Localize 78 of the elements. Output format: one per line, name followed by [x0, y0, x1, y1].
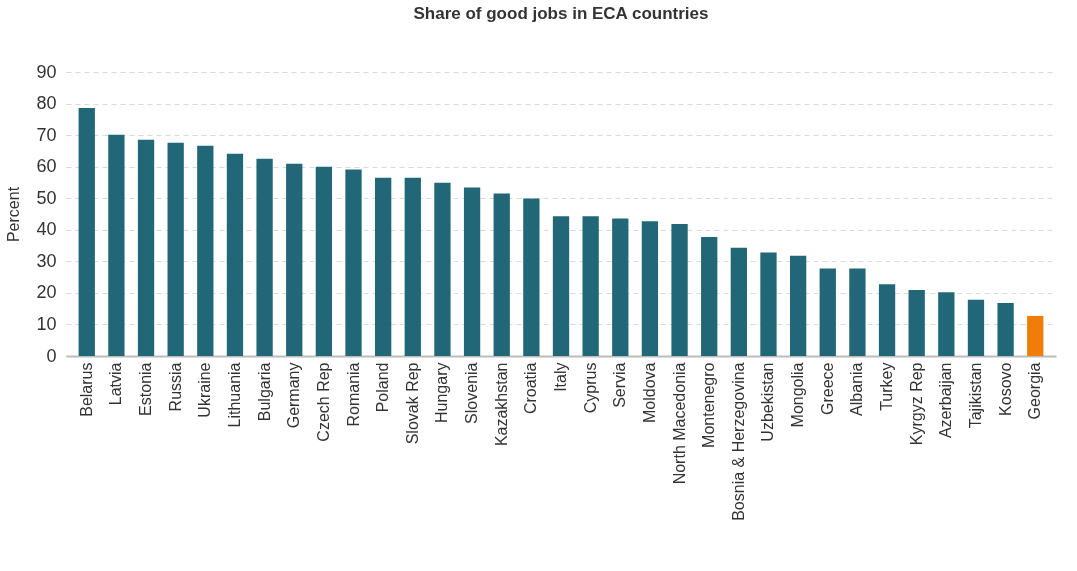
- chart-title: Share of good jobs in ECA countries: [413, 4, 709, 23]
- bar: [1027, 315, 1044, 356]
- x-tick-label: Servia: [611, 362, 629, 408]
- x-tick-label: Tajikistan: [966, 362, 984, 429]
- bar: [137, 139, 155, 356]
- x-tick-label: Czech Rep: [314, 362, 332, 442]
- y-tick-label: 80: [36, 93, 57, 114]
- bar: [760, 252, 777, 356]
- bar: [463, 187, 481, 356]
- x-tick-label: Azerbaijan: [937, 362, 955, 439]
- x-tick-label: Bosnia & Herzegovina: [729, 362, 747, 521]
- y-tick-label: 60: [36, 156, 57, 177]
- x-tick-label: Croatia: [522, 362, 540, 415]
- x-tick-label: Ukraine: [196, 362, 214, 418]
- x-tick-label: Slovak Rep: [403, 362, 421, 445]
- bar: [315, 166, 333, 356]
- x-tick-label: Poland: [374, 362, 392, 413]
- bar: [256, 158, 273, 356]
- bar: [997, 302, 1014, 356]
- bar: [108, 134, 125, 356]
- x-tick-label: Mongolia: [789, 362, 807, 428]
- x-tick-label: Bulgaria: [255, 362, 273, 422]
- bar: [612, 218, 629, 356]
- x-tick-label: Lithuania: [225, 362, 243, 428]
- bar: [789, 255, 807, 356]
- x-tick-label: Italy: [552, 362, 569, 392]
- y-tick-label: 40: [36, 219, 57, 240]
- y-tick-label: 30: [36, 250, 57, 271]
- x-tick-label: North Macedonia: [670, 362, 688, 485]
- x-tick-label: Cyprus: [581, 362, 599, 414]
- x-tick-label: Uzbekistan: [759, 362, 777, 442]
- x-tick-label: Hungary: [433, 362, 451, 423]
- x-tick-label: Germany: [285, 362, 303, 429]
- bar: [552, 216, 570, 356]
- x-tick-label: Greece: [818, 362, 836, 415]
- x-tick-label: Russia: [166, 362, 184, 412]
- x-tick-label: Georgia: [1026, 362, 1044, 420]
- bar: [226, 153, 244, 356]
- bar: [345, 169, 362, 356]
- bar: [286, 163, 303, 356]
- bar: [671, 224, 688, 356]
- y-tick-label: 0: [46, 345, 57, 366]
- x-tick-label: Slovenia: [463, 362, 481, 424]
- x-tick-label: Estonia: [137, 362, 155, 416]
- y-tick-label: 70: [36, 124, 57, 145]
- y-tick-label: 50: [36, 187, 57, 208]
- y-tick-label: 20: [36, 282, 57, 303]
- bar: [819, 268, 836, 356]
- y-tick-label: 10: [36, 313, 57, 334]
- bar: [523, 198, 540, 356]
- y-tick-label: 90: [36, 61, 57, 82]
- bar: [908, 290, 925, 356]
- bar: [701, 237, 718, 356]
- bar: [582, 216, 599, 356]
- bar: [434, 182, 451, 356]
- bar: [967, 299, 985, 356]
- bar: [375, 177, 392, 356]
- x-tick-label: Romania: [344, 362, 362, 427]
- y-axis-title: Percent: [5, 186, 23, 243]
- x-tick-label: Albania: [848, 362, 866, 416]
- bar: [938, 292, 955, 356]
- x-tick-label: Montenegro: [700, 362, 718, 448]
- x-tick-label: Belarus: [77, 362, 95, 417]
- x-tick-label: Kazakhstan: [492, 362, 510, 447]
- bar: [849, 268, 866, 356]
- bar: [493, 193, 510, 356]
- bar: [78, 107, 95, 356]
- x-tick-label: Turkey: [878, 362, 896, 411]
- bar: [730, 247, 747, 356]
- bar: [641, 221, 659, 356]
- x-tick-label: Latvia: [107, 362, 125, 406]
- x-tick-label: Kyrgyz Rep: [907, 362, 925, 446]
- bar: [167, 142, 184, 356]
- bar: [404, 177, 421, 356]
- x-tick-label: Moldova: [640, 362, 658, 423]
- bar: [878, 284, 896, 356]
- bar: [197, 145, 214, 356]
- x-tick-label: Kosovo: [996, 362, 1014, 416]
